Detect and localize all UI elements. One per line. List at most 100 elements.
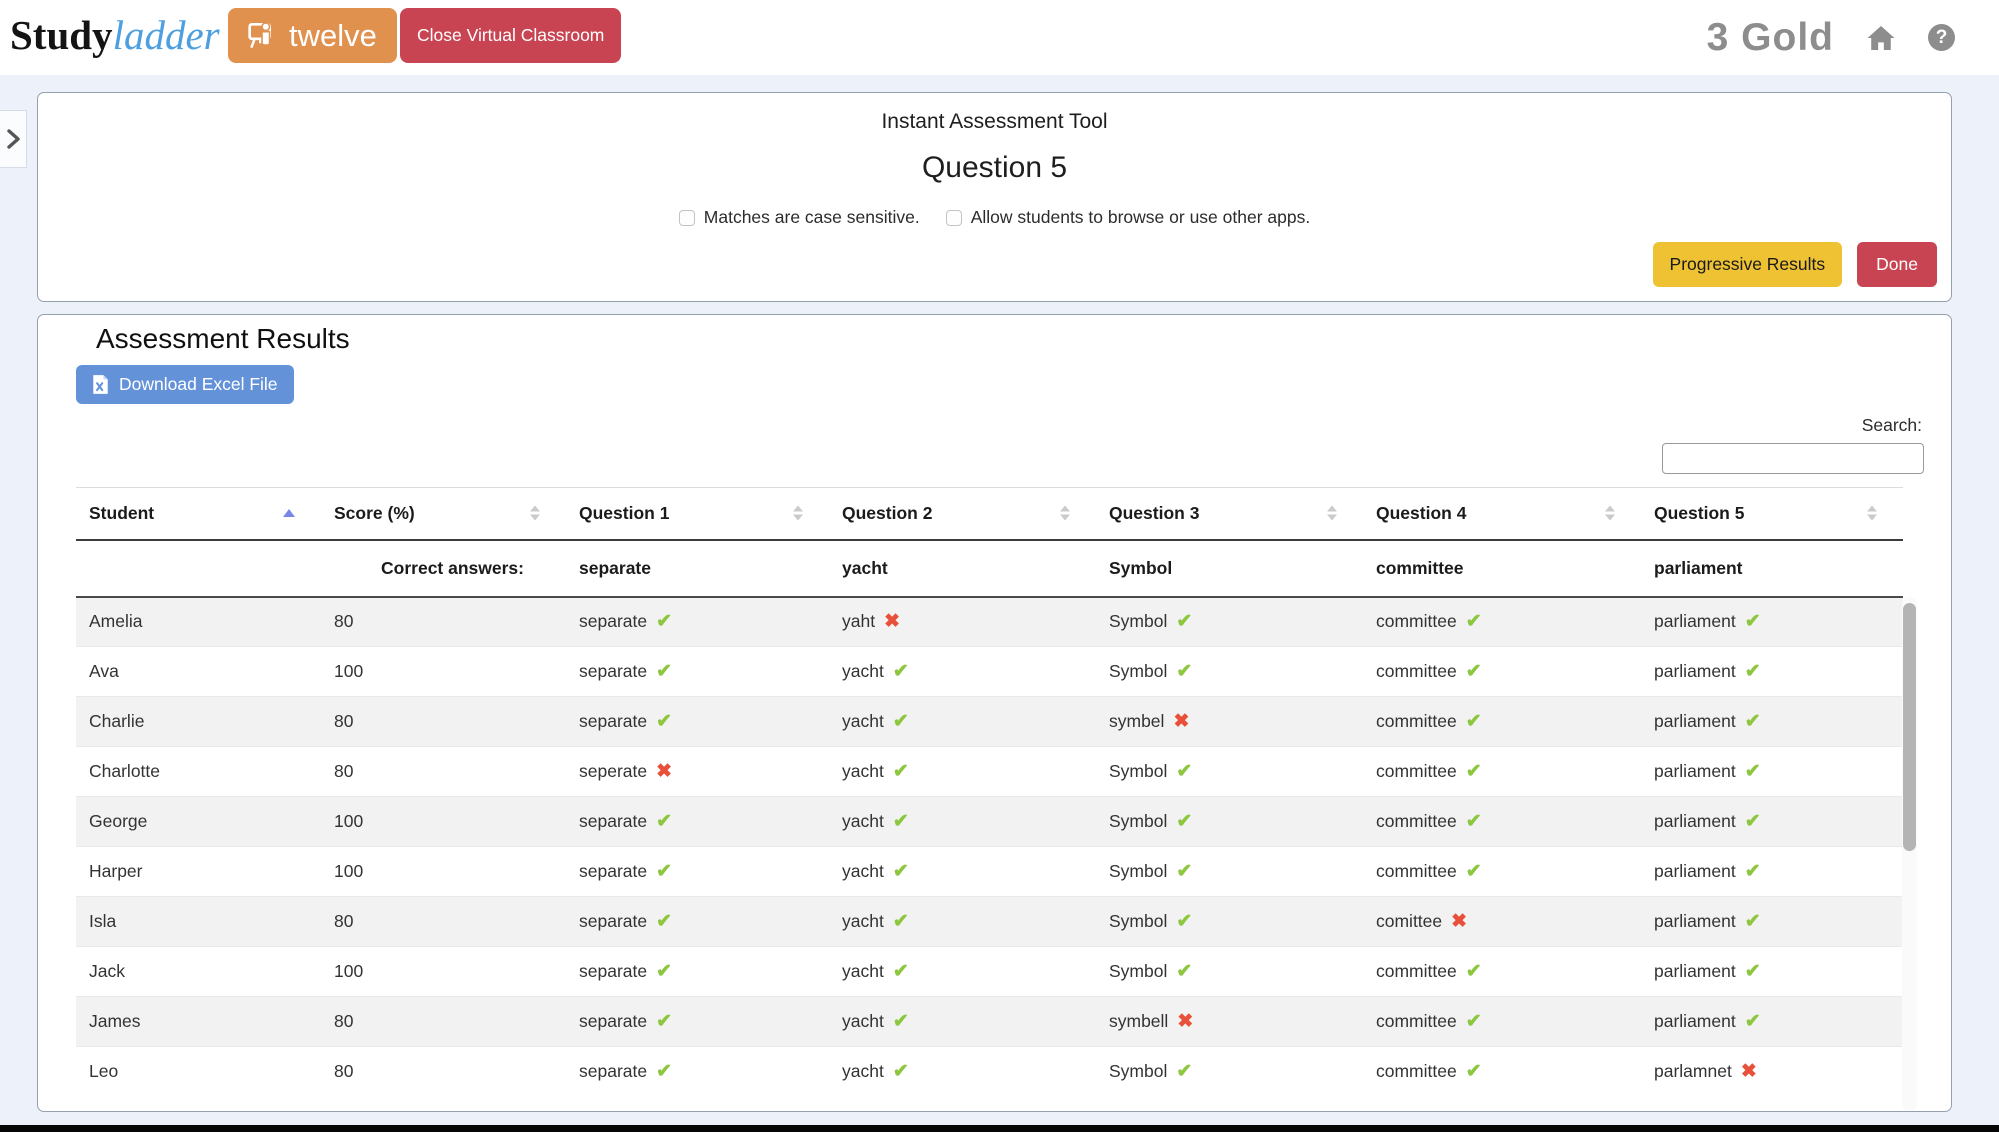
answer-cell: comittee ✖ [1363, 896, 1641, 947]
table-row[interactable]: Charlie 80 separate ✔ yacht ✔ symbel ✖ comm… [76, 696, 1903, 747]
table-row[interactable]: Jack 100 separate ✔ yacht ✔ Symbol ✔ commit… [76, 946, 1903, 997]
student-name: Charlotte [76, 746, 321, 797]
home-icon[interactable] [1864, 21, 1898, 55]
column-header-question-1[interactable]: Question 1 [566, 487, 829, 541]
column-label: Student [89, 502, 155, 523]
table-row[interactable]: Leo 80 separate ✔ yacht ✔ Symbol ✔ committe… [76, 1046, 1903, 1097]
table-row[interactable]: Harper 100 separate ✔ yacht ✔ Symbol ✔ comm… [76, 846, 1903, 897]
answer-cell: yacht ✔ [829, 946, 1096, 997]
answer-text: yacht [842, 761, 884, 781]
search-input[interactable] [1662, 443, 1924, 474]
answer-text: separate [579, 911, 648, 931]
sidebar-expand-tab[interactable] [0, 110, 27, 168]
table-row[interactable]: George 100 separate ✔ yacht ✔ Symbol ✔ comm… [76, 796, 1903, 847]
correct-check-icon: ✔ [656, 811, 673, 832]
answer-text: parliament [1654, 961, 1736, 981]
answer-text: yacht [842, 911, 884, 931]
table-row[interactable]: Ava 100 separate ✔ yacht ✔ Symbol ✔ committ… [76, 646, 1903, 697]
studyladder-logo[interactable]: Studyladder [10, 12, 220, 58]
correct-answer-q4: committee [1363, 539, 1641, 598]
logo-text-ladder: ladder [112, 12, 220, 58]
correct-check-icon: ✔ [656, 911, 673, 932]
help-icon[interactable]: ? [1928, 24, 1955, 51]
column-header-question-2[interactable]: Question 2 [829, 487, 1096, 541]
answer-text: yacht [842, 711, 884, 731]
answer-cell: parliament ✔ [1641, 996, 1903, 1047]
incorrect-x-icon: ✖ [884, 611, 900, 633]
column-label: Question 2 [842, 502, 933, 523]
table-row[interactable]: Isla 80 separate ✔ yacht ✔ Symbol ✔ comitte… [76, 896, 1903, 947]
answer-cell: yacht ✔ [829, 896, 1096, 947]
correct-check-icon: ✔ [1176, 961, 1193, 982]
correct-check-icon: ✔ [892, 761, 909, 782]
twelve-button-label: twelve [289, 17, 377, 53]
correct-answer-q2: yacht [829, 539, 1096, 598]
answer-text: separate [579, 811, 648, 831]
column-header-student[interactable]: Student [76, 487, 321, 541]
answer-text: yacht [842, 1011, 884, 1031]
answer-cell: separate ✔ [566, 597, 829, 647]
answer-text: parliament [1654, 611, 1736, 632]
score-value: 80 [321, 696, 566, 747]
correct-answers-row: Correct answers: separate yacht Symbol c… [76, 539, 1903, 598]
column-header-question-4[interactable]: Question 4 [1363, 487, 1641, 541]
student-name: George [76, 796, 321, 847]
case-sensitive-label: Matches are case sensitive. [703, 207, 920, 227]
correct-check-icon: ✔ [1176, 811, 1193, 832]
incorrect-x-icon: ✖ [1451, 911, 1468, 932]
correct-check-icon: ✔ [1465, 861, 1482, 882]
correct-check-icon: ✔ [892, 911, 909, 932]
correct-check-icon: ✔ [1744, 961, 1761, 982]
sort-icon [1327, 505, 1337, 521]
correct-check-icon: ✔ [656, 661, 673, 682]
table-row[interactable]: Amelia 80 separate ✔ yaht ✖ Symbol ✔ commit… [76, 596, 1903, 647]
table-scrollbar-track[interactable] [1902, 597, 1917, 1111]
answer-cell: Symbol ✔ [1096, 646, 1363, 697]
answer-cell: separate ✔ [566, 696, 829, 747]
column-header-score[interactable]: Score (%) [321, 487, 566, 541]
sort-icon [283, 509, 295, 518]
answer-cell: yacht ✔ [829, 996, 1096, 1047]
answer-text: seperate [579, 761, 648, 781]
correct-check-icon: ✔ [892, 1011, 909, 1032]
allow-apps-label: Allow students to browse or use other ap… [970, 207, 1311, 227]
search-label: Search: [1861, 415, 1922, 435]
download-excel-button[interactable]: Download Excel File [76, 365, 294, 404]
correct-check-icon: ✔ [1176, 611, 1193, 633]
window-bottom-edge [0, 1125, 1999, 1132]
answer-cell: parliament ✔ [1641, 796, 1903, 847]
answer-text: parliament [1654, 861, 1736, 881]
answer-cell: yacht ✔ [829, 846, 1096, 897]
presentation-person-icon [248, 21, 278, 51]
answer-text: separate [579, 661, 648, 681]
answer-text: yacht [842, 1061, 884, 1082]
classroom-twelve-button[interactable]: twelve [228, 8, 397, 63]
correct-check-icon: ✔ [1176, 1061, 1193, 1083]
table-row[interactable]: James 80 separate ✔ yacht ✔ symbell ✖ commi… [76, 996, 1903, 1047]
allow-apps-checkbox[interactable] [945, 209, 962, 226]
answer-cell: separate ✔ [566, 996, 829, 1047]
done-button[interactable]: Done [1857, 242, 1937, 287]
correct-check-icon: ✔ [1465, 1011, 1482, 1032]
results-table-body: Amelia 80 separate ✔ yaht ✖ Symbol ✔ commit… [76, 596, 1903, 1097]
answer-text: committee [1376, 961, 1457, 981]
correct-check-icon: ✔ [1176, 861, 1193, 882]
column-header-question-3[interactable]: Question 3 [1096, 487, 1363, 541]
close-virtual-classroom-button[interactable]: Close Virtual Classroom [400, 8, 622, 63]
correct-check-icon: ✔ [656, 611, 673, 633]
case-sensitive-checkbox[interactable] [678, 209, 695, 226]
chevron-right-icon [6, 129, 20, 149]
table-scrollbar-thumb[interactable] [1903, 603, 1916, 851]
correct-check-icon: ✔ [892, 961, 909, 982]
answer-text: comittee [1376, 911, 1443, 931]
progressive-results-button[interactable]: Progressive Results [1652, 242, 1843, 287]
incorrect-x-icon: ✖ [1740, 1061, 1757, 1083]
answer-cell: committee ✔ [1363, 1046, 1641, 1097]
correct-check-icon: ✔ [892, 661, 909, 682]
table-row[interactable]: Charlotte 80 seperate ✖ yacht ✔ Symbol ✔ co… [76, 746, 1903, 797]
column-header-question-5[interactable]: Question 5 [1641, 487, 1903, 541]
answer-cell: parliament ✔ [1641, 846, 1903, 897]
answer-cell: symbel ✖ [1096, 696, 1363, 747]
answer-cell: committee ✔ [1363, 846, 1641, 897]
correct-check-icon: ✔ [892, 1061, 909, 1083]
